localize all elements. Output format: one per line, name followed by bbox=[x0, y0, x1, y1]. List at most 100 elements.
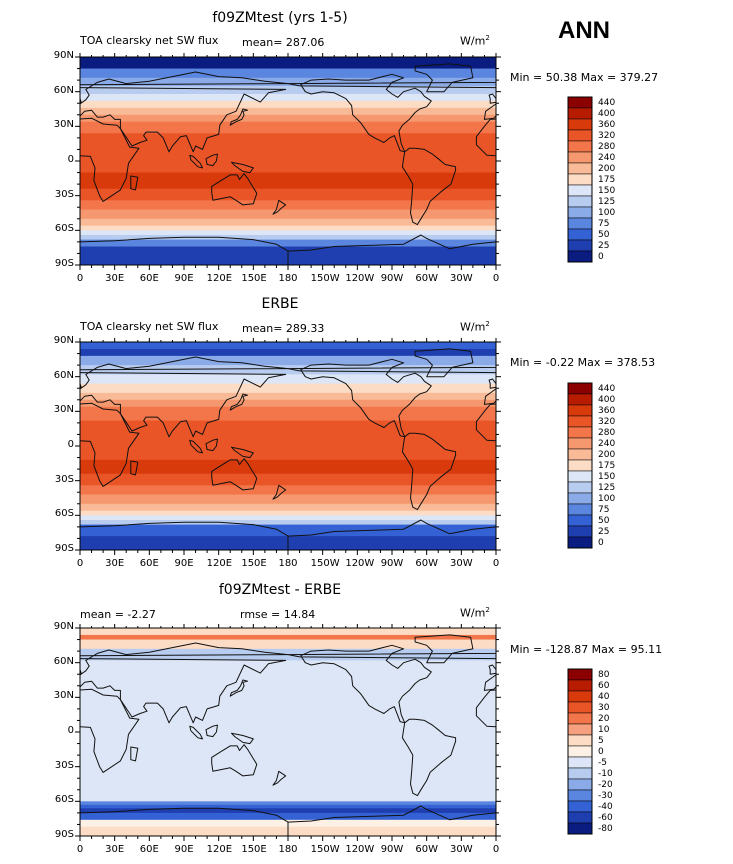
panel-3-minmax: Min = -128.87 Max = 95.11 bbox=[510, 643, 663, 656]
coastline-antarctica_w bbox=[287, 519, 496, 550]
coastline-antarctica_w bbox=[287, 805, 496, 836]
coastline-antarctica_e bbox=[80, 236, 289, 265]
contour-band bbox=[80, 503, 496, 512]
colorbar-label: 0 bbox=[598, 538, 604, 548]
colorbar-swatch bbox=[567, 789, 593, 802]
coastline-australia bbox=[211, 458, 258, 491]
colorbar-swatch bbox=[567, 448, 593, 461]
coastline-greenland bbox=[414, 348, 474, 378]
colorbar-label: 320 bbox=[598, 417, 616, 427]
x-tick-label: 30E bbox=[105, 273, 125, 284]
panel-2-mean-label: mean= 289.33 bbox=[242, 322, 325, 335]
contour-band bbox=[80, 342, 496, 350]
y-tick-label: 60S bbox=[54, 223, 74, 235]
x-tick-label: 0 bbox=[76, 273, 84, 284]
y-tick-label: 90N bbox=[53, 621, 74, 632]
coastline-sumatra bbox=[189, 439, 203, 454]
contour-band bbox=[80, 485, 496, 496]
colorbar-label: 75 bbox=[598, 219, 610, 229]
y-tick-label: 90S bbox=[54, 829, 74, 840]
contour-band bbox=[80, 755, 496, 779]
coastline-samerica bbox=[401, 432, 457, 511]
x-tick-label: 90E bbox=[174, 273, 194, 284]
colorbar-swatch bbox=[567, 767, 593, 780]
colorbar-swatch bbox=[567, 470, 593, 483]
colorbar-label: 50 bbox=[598, 230, 610, 240]
coastline-australia bbox=[211, 173, 258, 206]
colorbar-3 bbox=[567, 668, 593, 835]
colorbar-label: 75 bbox=[598, 505, 610, 515]
coastline-sumatra bbox=[189, 725, 203, 740]
x-tick-label: 60E bbox=[139, 844, 159, 855]
colorbar-label: 175 bbox=[598, 175, 616, 185]
coastline-eurasia bbox=[80, 356, 289, 438]
map-panel-2 bbox=[75, 338, 501, 555]
x-tick-label: 30E bbox=[105, 844, 125, 855]
x-tick-label: 60W bbox=[415, 273, 438, 284]
colorbar-swatch bbox=[567, 679, 593, 692]
y-tick-label: 90S bbox=[54, 258, 74, 269]
colorbar-label: 100 bbox=[598, 208, 616, 218]
colorbar-1 bbox=[567, 96, 593, 263]
colorbar-label: -10 bbox=[598, 769, 613, 779]
colorbar-label: -40 bbox=[598, 802, 613, 812]
x-tick-label: 0 bbox=[492, 558, 500, 569]
x-tick-label: 90W bbox=[380, 844, 404, 855]
panel-2-minmax: Min = -0.22 Max = 378.53 bbox=[510, 356, 656, 369]
colorbar-label: 360 bbox=[598, 120, 616, 130]
colorbar-swatch bbox=[567, 217, 593, 230]
colorbar-label: 440 bbox=[598, 384, 616, 394]
colorbar-swatch bbox=[567, 173, 593, 186]
colorbar-frame bbox=[567, 668, 593, 835]
colorbar-swatch bbox=[567, 745, 593, 758]
coastline-madagascar bbox=[130, 460, 139, 476]
contour-band bbox=[80, 93, 496, 102]
contour-band bbox=[80, 121, 496, 134]
colorbar-swatch bbox=[567, 503, 593, 516]
colorbar-swatch bbox=[567, 734, 593, 747]
colorbar-label: 150 bbox=[598, 186, 616, 196]
contour-band bbox=[80, 519, 496, 526]
x-tick-label: 60E bbox=[139, 558, 159, 569]
colorbar-swatch bbox=[567, 459, 593, 472]
contour-band bbox=[80, 639, 496, 650]
contour-band bbox=[80, 459, 496, 475]
coastline-nz bbox=[272, 484, 287, 500]
colorbar-label: 40 bbox=[598, 692, 610, 702]
contour-band bbox=[80, 365, 496, 375]
panel-2-title: ERBE bbox=[261, 296, 299, 312]
colorbar-swatch bbox=[567, 756, 593, 769]
y-tick-label: 90N bbox=[53, 50, 74, 61]
colorbar-label: 280 bbox=[598, 428, 616, 438]
colorbar-swatch bbox=[567, 195, 593, 208]
y-tick-label: 0 bbox=[67, 439, 74, 450]
x-tick-label: 60W bbox=[415, 844, 438, 855]
x-tick-label: 120E bbox=[206, 558, 233, 569]
panel-3-title: f09ZMtest - ERBE bbox=[218, 582, 342, 598]
colorbar-label: -60 bbox=[598, 813, 613, 823]
map-panel-1 bbox=[75, 53, 501, 270]
colorbar-label: -20 bbox=[598, 780, 613, 790]
coastline-uk bbox=[488, 93, 496, 104]
y-tick-label: 60N bbox=[53, 655, 74, 667]
x-tick-label: 150W bbox=[310, 844, 340, 855]
contour-band bbox=[80, 218, 496, 227]
colorbar-swatch bbox=[567, 140, 593, 153]
colorbar-swatch bbox=[567, 514, 593, 527]
contour-band bbox=[80, 239, 496, 248]
contour-band bbox=[80, 399, 496, 408]
contour-band bbox=[80, 355, 496, 366]
colorbar-swatch bbox=[567, 822, 593, 835]
contour-band bbox=[80, 230, 496, 236]
colorbar-label: 0 bbox=[598, 747, 604, 757]
panel-1-variable-label: TOA clearsky net SW flux bbox=[80, 34, 219, 47]
y-tick-label: 90S bbox=[54, 543, 74, 554]
contour-band bbox=[80, 77, 496, 87]
colorbar-label: 400 bbox=[598, 395, 616, 405]
x-tick-label: 90W bbox=[380, 558, 404, 569]
x-tick-label: 120W bbox=[345, 844, 375, 855]
colorbar-swatch bbox=[567, 437, 593, 450]
colorbar-label: 0 bbox=[598, 252, 604, 262]
contour-band bbox=[80, 660, 496, 675]
